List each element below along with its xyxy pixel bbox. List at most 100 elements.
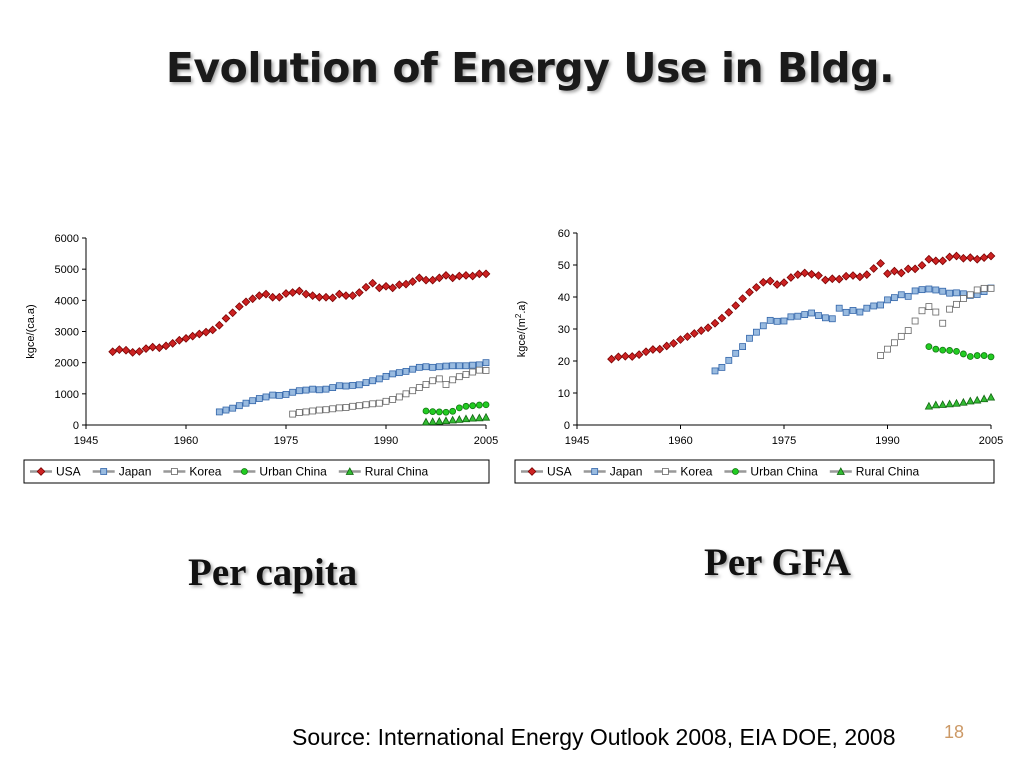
chart0-legend-box bbox=[23, 459, 490, 484]
chart0-x-tick-label: 2005 bbox=[474, 435, 498, 447]
chart0-korea-point bbox=[295, 409, 303, 416]
chart0-japan-point bbox=[482, 359, 490, 367]
chart0-korea-point bbox=[369, 400, 377, 408]
chart1-legend-usa-label: USA bbox=[547, 465, 572, 479]
chart0-korea-point bbox=[302, 408, 310, 416]
chart0-usa-point bbox=[394, 280, 404, 290]
source-note: Source: International Energy Outlook 200… bbox=[292, 724, 896, 750]
chart0-korea-point bbox=[402, 390, 410, 398]
chart0-usa-point bbox=[141, 344, 151, 354]
chart0-japan-point bbox=[355, 381, 363, 389]
chart0-japan-point bbox=[402, 367, 410, 375]
chart0-korea-point bbox=[455, 373, 463, 381]
chart0-usa-point bbox=[254, 291, 264, 301]
chart1-usa-point bbox=[738, 294, 747, 303]
chart0-usa-point bbox=[268, 292, 278, 302]
chart0-japan-point bbox=[342, 382, 350, 390]
chart0-y-tick-label: 3000 bbox=[55, 327, 79, 339]
chart0-urban-china-point bbox=[449, 407, 457, 415]
chart0-urban-china-point bbox=[422, 407, 430, 415]
chart0-usa-point bbox=[108, 347, 118, 357]
chart0-y-tick-label: 0 bbox=[73, 420, 79, 432]
chart1-japan-point bbox=[828, 315, 836, 323]
chart1-japan-point bbox=[752, 328, 760, 336]
chart1-korea-point bbox=[925, 303, 933, 310]
chart1-series-rural-china bbox=[924, 392, 996, 410]
chart1-usa-point bbox=[945, 252, 954, 262]
chart0-japan-point bbox=[349, 382, 357, 389]
chart1-japan-point bbox=[925, 285, 933, 293]
chart1-usa-point bbox=[676, 335, 685, 344]
chart1-usa-point bbox=[917, 260, 927, 270]
chart1-japan-point bbox=[773, 317, 781, 325]
chart0-usa-point bbox=[461, 271, 471, 280]
chart0-japan-point bbox=[375, 375, 383, 383]
chart1-usa-point bbox=[634, 350, 644, 359]
chart0-japan-point bbox=[415, 363, 423, 371]
chart0-korea-point bbox=[355, 402, 363, 410]
chart0-usa-point bbox=[441, 271, 451, 280]
chart0-japan-point bbox=[382, 372, 390, 380]
chart0-urban-china-point bbox=[469, 402, 477, 410]
chart1-usa-point bbox=[800, 268, 810, 278]
chart0-usa-point bbox=[121, 345, 131, 355]
chart1-japan-point bbox=[953, 289, 960, 297]
chart0-usa-point bbox=[314, 292, 324, 302]
chart1-usa-point bbox=[910, 264, 920, 274]
chart1-usa-point bbox=[903, 264, 913, 274]
chart0-japan-point bbox=[269, 391, 277, 399]
chart1-usa-point bbox=[924, 254, 934, 264]
chart0-korea-point bbox=[462, 371, 470, 378]
chart0-usa-point bbox=[381, 281, 391, 291]
chart1-usa-point bbox=[772, 280, 782, 289]
chart1-japan-point bbox=[718, 363, 726, 371]
chart0-urban-china-point bbox=[435, 408, 443, 416]
chart1-legend-korea-marker bbox=[661, 468, 669, 475]
chart0-usa-point bbox=[274, 292, 284, 302]
chart0-usa-point bbox=[161, 341, 171, 351]
chart1-japan-point bbox=[808, 309, 816, 317]
chart0-y-tick-label: 5000 bbox=[55, 264, 79, 276]
chart0-usa-point bbox=[468, 271, 478, 281]
chart0-series-japan bbox=[215, 359, 490, 416]
chart0-usa-point bbox=[474, 269, 484, 279]
chart1-usa-point bbox=[620, 351, 630, 361]
chart1-usa-point bbox=[883, 269, 892, 279]
chart0-rural-china-point bbox=[475, 413, 484, 422]
chart0-japan-point bbox=[422, 363, 430, 371]
chart1-urban-china-point bbox=[946, 347, 954, 354]
chart1-japan-point bbox=[725, 356, 733, 364]
chart1-usa-point bbox=[655, 344, 665, 354]
chart0-usa-point bbox=[288, 288, 298, 297]
chart0-rural-china-point bbox=[468, 413, 477, 422]
chart1-legend-rural-china-marker bbox=[836, 467, 845, 475]
chart0-japan-point bbox=[389, 370, 397, 378]
chart1-usa-point bbox=[758, 277, 768, 287]
per-capita-caption: Per capita bbox=[188, 551, 358, 594]
chart0-usa-point bbox=[148, 342, 158, 352]
chart0-usa-point bbox=[321, 292, 331, 302]
chart0-series-korea bbox=[289, 366, 490, 418]
chart1-japan-point bbox=[856, 308, 864, 316]
chart1-usa-point bbox=[869, 264, 879, 273]
chart0-y-axis-label: kgce/(ca.a) bbox=[25, 304, 37, 358]
chart1-korea-point bbox=[884, 345, 891, 353]
chart1-usa-point bbox=[834, 274, 844, 284]
chart1-legend-urban-china-label: Urban China bbox=[750, 465, 818, 479]
chart0-usa-point bbox=[454, 271, 464, 281]
chart1-usa-point bbox=[952, 251, 961, 261]
chart1-usa-point bbox=[717, 313, 727, 323]
chart1-japan-point bbox=[787, 313, 795, 321]
chart1-korea-point bbox=[918, 307, 926, 315]
chart0-usa-point bbox=[174, 335, 184, 345]
chart1-rural-china-point bbox=[945, 399, 954, 408]
chart0-japan-point bbox=[462, 362, 470, 370]
chart0-japan-point bbox=[222, 406, 230, 414]
chart0-usa-point bbox=[448, 273, 458, 283]
chart1-japan-point bbox=[815, 312, 822, 319]
chart0-korea-point bbox=[475, 366, 483, 374]
chart1-korea-point bbox=[932, 308, 940, 316]
chart0-japan-point bbox=[369, 377, 377, 385]
chart0-usa-point bbox=[308, 291, 318, 301]
chart0-japan-point bbox=[409, 365, 417, 373]
